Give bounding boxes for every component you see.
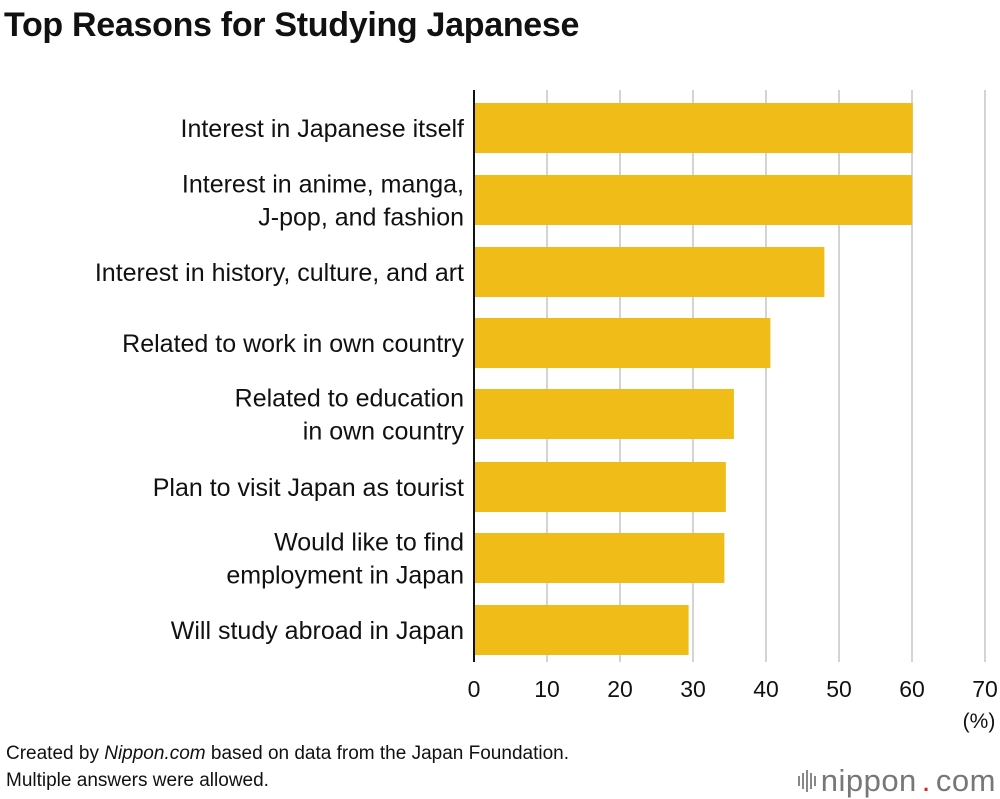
source-suffix: based on data from the Japan Foundation. xyxy=(205,743,569,764)
bar-8 xyxy=(474,605,689,655)
category-label-line: Plan to visit Japan as tourist xyxy=(153,474,464,502)
bar-3 xyxy=(474,247,825,297)
category-label-4: Related to work in own country xyxy=(122,330,464,358)
category-label-line: Would like to find xyxy=(274,529,464,557)
category-label-2: Interest in anime, manga, J-pop, and fash… xyxy=(182,171,464,232)
bar-6 xyxy=(474,462,726,512)
bar-chart: Interest in Japanese itself Interest in a… xyxy=(95,90,998,733)
bar-5 xyxy=(474,389,734,439)
category-label-1: Interest in Japanese itself xyxy=(181,115,465,143)
category-label-line: Interest in anime, manga, xyxy=(182,171,464,199)
bar-4 xyxy=(474,318,771,368)
category-label-line: Interest in history, culture, and art xyxy=(95,259,464,287)
x-tick-label-40: 40 xyxy=(753,676,779,702)
category-labels: Interest in Japanese itself Interest in a… xyxy=(95,115,465,645)
bar-1 xyxy=(474,103,913,153)
source-prefix: Created by xyxy=(6,743,105,764)
category-label-line: Related to work in own country xyxy=(122,330,464,358)
category-label-line: J-pop, and fashion xyxy=(258,204,464,232)
category-label-line: in own country xyxy=(303,418,465,446)
logo-dot: . xyxy=(921,763,931,798)
x-tick-label-0: 0 xyxy=(468,676,481,702)
x-tick-label-50: 50 xyxy=(826,676,852,702)
category-label-5: Related to education in own country xyxy=(235,385,465,446)
x-tick-label-60: 60 xyxy=(899,676,925,702)
category-label-line: Related to education xyxy=(235,385,464,413)
category-label-line: Will study abroad in Japan xyxy=(171,617,464,645)
source-name: Nippon.com xyxy=(104,743,206,764)
category-label-8: Will study abroad in Japan xyxy=(171,617,464,645)
x-tick-label-30: 30 xyxy=(680,676,706,702)
source-line: Created by Nippon.com based on data from… xyxy=(6,740,569,767)
x-tick-label-70: 70 xyxy=(972,676,998,702)
sound-bars-icon xyxy=(797,770,816,792)
logo-name: nippon xyxy=(820,763,917,798)
bar-7 xyxy=(474,533,725,583)
x-tick-label-10: 10 xyxy=(534,676,560,702)
footer-note: Created by Nippon.com based on data from… xyxy=(6,740,569,794)
logo-tld: com xyxy=(935,763,996,798)
bars xyxy=(474,103,913,655)
category-label-line: employment in Japan xyxy=(226,562,464,590)
x-tick-labels: 0 10 20 30 40 50 60 70 xyxy=(468,676,998,702)
bar-2 xyxy=(474,175,912,225)
chart-title: Top Reasons for Studying Japanese xyxy=(4,6,580,44)
x-unit-label: (%) xyxy=(963,710,996,733)
x-tick-label-20: 20 xyxy=(607,676,633,702)
nippon-logo: nippon. com xyxy=(797,763,996,799)
category-label-6: Plan to visit Japan as tourist xyxy=(153,474,464,502)
multiple-answers-note: Multiple answers were allowed. xyxy=(6,770,269,791)
category-label-3: Interest in history, culture, and art xyxy=(95,259,464,287)
category-label-line: Interest in Japanese itself xyxy=(181,115,465,143)
category-label-7: Would like to find employment in Japan xyxy=(226,529,464,590)
